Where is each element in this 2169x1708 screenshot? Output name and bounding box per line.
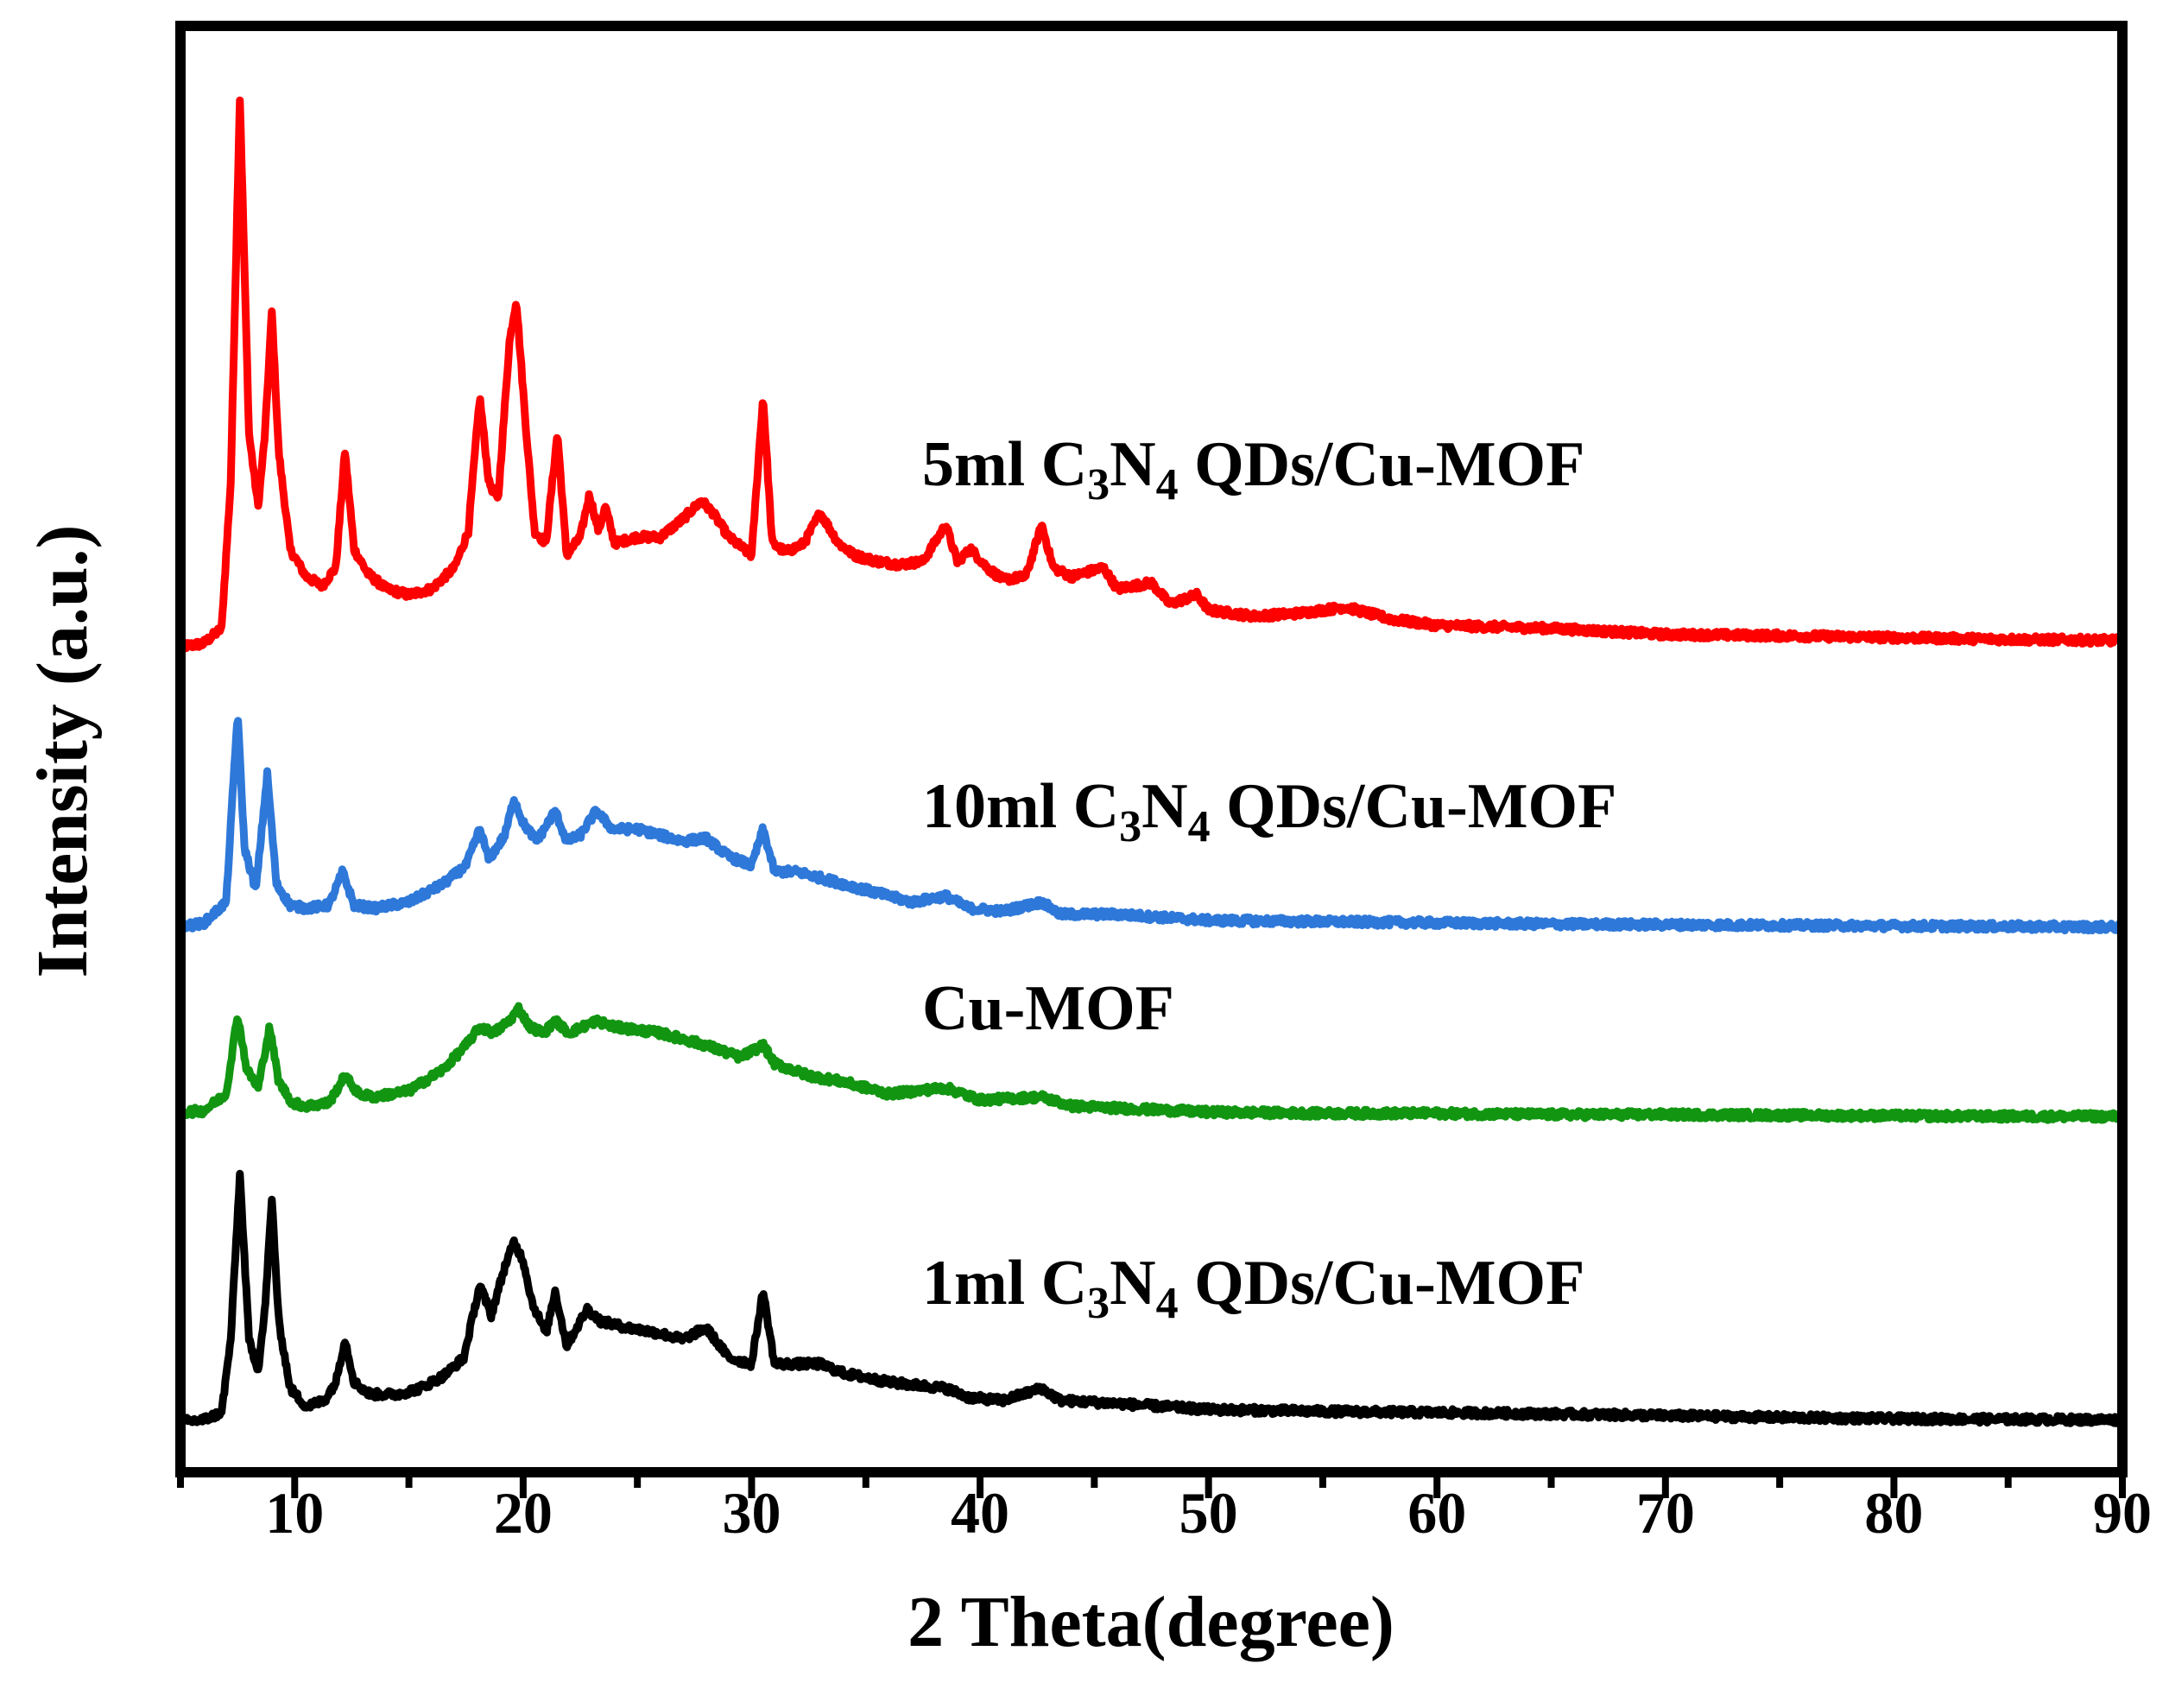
x-tick-label-90: 90 bbox=[2093, 1480, 2152, 1546]
curves-layer bbox=[176, 96, 2127, 1429]
series-line-cu-mof bbox=[176, 1002, 2127, 1124]
series-label-cu-mof-part-a: Cu-MOF bbox=[922, 973, 1174, 1044]
x-tick-label-50: 50 bbox=[1179, 1480, 1238, 1546]
x-tick-label-40: 40 bbox=[951, 1480, 1009, 1546]
series-label-5ml-sub-3: 3 bbox=[1087, 460, 1110, 509]
x-axis-ticks: 10 20 30 40 50 60 70 80 90 bbox=[177, 1472, 2152, 1546]
series-label-1ml-part-e: QDs/Cu-MOF bbox=[1179, 1248, 1585, 1319]
x-tick-label-60: 60 bbox=[1407, 1480, 1466, 1546]
series-label-5ml: 5ml C3N4 QDs/Cu-MOF bbox=[922, 429, 1584, 509]
series-label-10ml-sub-4: 4 bbox=[1188, 802, 1211, 851]
x-tick-label-10: 10 bbox=[265, 1480, 324, 1546]
series-label-1ml: 1ml C3N4 QDs/Cu-MOF bbox=[922, 1248, 1584, 1328]
series-label-1ml-part-a: 1ml C bbox=[922, 1248, 1087, 1319]
series-line-1ml bbox=[176, 1169, 2127, 1429]
x-tick-label-80: 80 bbox=[1864, 1480, 1923, 1546]
x-tick-label-30: 30 bbox=[722, 1480, 781, 1546]
series-label-10ml: 10ml C3N4 QDs/Cu-MOF bbox=[922, 771, 1616, 851]
series-label-cu-mof: Cu-MOF bbox=[922, 973, 1174, 1044]
series-line-5ml bbox=[176, 96, 2127, 653]
series-label-5ml-part-c: N bbox=[1110, 429, 1155, 500]
series-label-10ml-part-c: N bbox=[1141, 771, 1187, 842]
series-label-1ml-sub-4: 4 bbox=[1156, 1279, 1179, 1328]
plot-frame bbox=[175, 21, 2128, 1477]
series-label-10ml-part-e: QDs/Cu-MOF bbox=[1211, 771, 1617, 842]
series-label-5ml-part-e: QDs/Cu-MOF bbox=[1179, 429, 1585, 500]
series-label-10ml-part-a: 10ml C bbox=[922, 771, 1119, 842]
series-label-1ml-sub-3: 3 bbox=[1087, 1279, 1110, 1328]
series-label-1ml-part-c: N bbox=[1110, 1248, 1155, 1319]
x-tick-label-70: 70 bbox=[1636, 1480, 1695, 1546]
series-label-5ml-sub-4: 4 bbox=[1156, 460, 1179, 509]
y-axis-title: Intensity (a.u.) bbox=[22, 524, 103, 977]
x-tick-label-20: 20 bbox=[494, 1480, 553, 1546]
series-line-10ml bbox=[176, 717, 2127, 935]
series-label-5ml-part-a: 5ml C bbox=[922, 429, 1087, 500]
series-label-10ml-sub-3: 3 bbox=[1119, 802, 1141, 851]
x-axis-title: 2 Theta(degree) bbox=[907, 1582, 1394, 1662]
